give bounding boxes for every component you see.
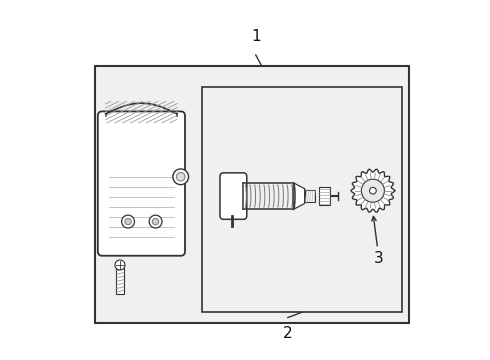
Circle shape [173, 169, 189, 185]
Circle shape [361, 179, 384, 202]
Circle shape [149, 215, 162, 228]
Bar [202, 87, 402, 312]
Bar [95, 66, 409, 323]
Circle shape [152, 219, 159, 225]
Polygon shape [351, 169, 394, 212]
Bar [116, 267, 124, 294]
Text: 3: 3 [372, 216, 384, 266]
Circle shape [115, 260, 125, 270]
Circle shape [369, 187, 376, 194]
Bar [305, 190, 315, 202]
Text: 2: 2 [283, 327, 293, 342]
Text: 1: 1 [251, 29, 261, 44]
Circle shape [122, 215, 134, 228]
Circle shape [176, 172, 185, 181]
Circle shape [125, 219, 131, 225]
Polygon shape [293, 183, 305, 210]
FancyBboxPatch shape [98, 111, 185, 256]
Bar [319, 187, 330, 205]
FancyBboxPatch shape [220, 173, 247, 219]
